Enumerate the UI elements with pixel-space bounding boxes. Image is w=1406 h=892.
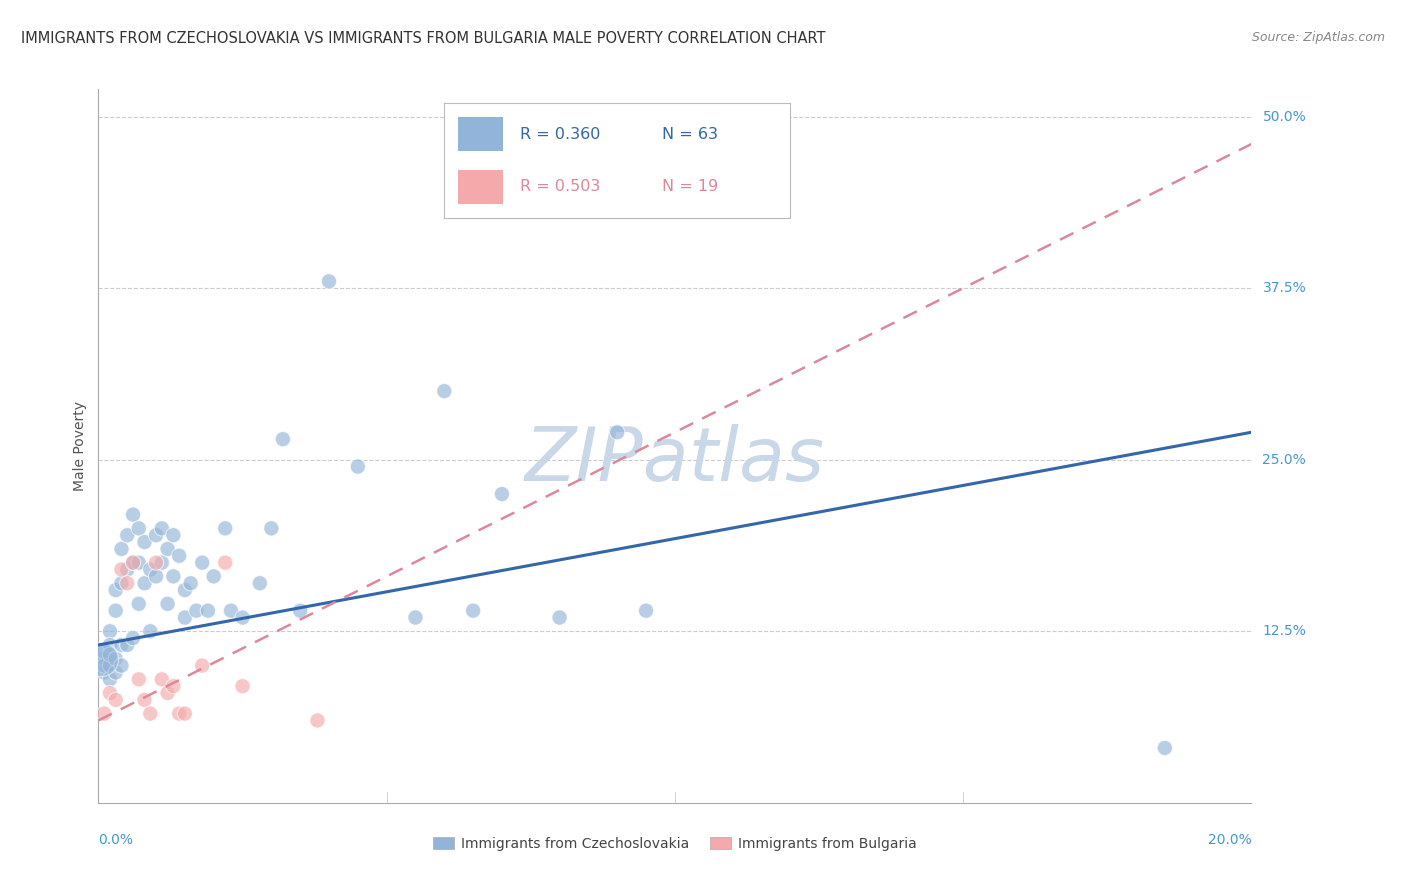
Point [548,610,571,624]
Point [110,658,132,673]
Point [98,648,121,662]
Point [167,706,190,721]
Y-axis label: Male Poverty: Male Poverty [73,401,87,491]
Point [110,562,132,576]
Point [128,673,150,687]
Point [167,549,190,563]
Point [104,583,127,598]
Point [636,604,658,618]
Point [117,638,139,652]
Point [139,562,162,576]
Point [174,706,197,721]
Point [117,528,139,542]
Point [307,714,329,728]
Point [104,604,127,618]
Text: ZIPatlas: ZIPatlas [524,425,825,496]
Point [174,583,197,598]
Point [90,651,112,665]
Text: 12.5%: 12.5% [1263,624,1306,639]
Point [191,658,214,673]
Point [104,665,127,680]
Point [134,576,156,591]
Point [117,576,139,591]
Point [110,576,132,591]
Point [93,645,115,659]
Point [249,576,271,591]
Text: 0.0%: 0.0% [98,833,134,847]
Point [405,610,427,624]
Point [231,679,254,693]
Point [1154,740,1177,755]
Point [346,459,368,474]
Point [117,562,139,576]
Point [186,604,208,618]
Point [156,597,179,611]
Text: IMMIGRANTS FROM CZECHOSLOVAKIA VS IMMIGRANTS FROM BULGARIA MALE POVERTY CORRELAT: IMMIGRANTS FROM CZECHOSLOVAKIA VS IMMIGR… [21,31,825,46]
Point [191,556,214,570]
Text: Source: ZipAtlas.com: Source: ZipAtlas.com [1251,31,1385,45]
Point [122,556,145,570]
Point [491,487,513,501]
Text: 37.5%: 37.5% [1263,281,1306,295]
Point [162,569,184,583]
Point [145,556,167,570]
Point [145,528,167,542]
Point [98,638,121,652]
Point [128,521,150,535]
Point [461,604,484,618]
Point [93,706,115,721]
Point [93,665,115,680]
Point [93,658,115,673]
Point [606,425,628,440]
Point [93,651,115,665]
Point [134,535,156,549]
Point [150,521,173,535]
Point [104,651,127,665]
Point [110,638,132,652]
Point [128,556,150,570]
Point [122,556,145,570]
Point [150,673,173,687]
Point [197,604,219,618]
Point [202,569,225,583]
Point [110,541,132,556]
Point [98,686,121,700]
Point [219,604,242,618]
Point [122,631,145,645]
Point [180,576,202,591]
Point [134,693,156,707]
Point [145,569,167,583]
Point [156,686,179,700]
Text: 25.0%: 25.0% [1263,453,1306,467]
Point [156,541,179,556]
Point [104,693,127,707]
Point [231,610,254,624]
Point [214,521,236,535]
Point [162,679,184,693]
Point [318,274,340,288]
Text: 50.0%: 50.0% [1263,110,1306,124]
Legend: Immigrants from Czechoslovakia, Immigrants from Bulgaria: Immigrants from Czechoslovakia, Immigran… [427,831,922,856]
Point [260,521,283,535]
Text: 20.0%: 20.0% [1208,833,1251,847]
Point [162,528,184,542]
Point [271,432,294,446]
Point [150,556,173,570]
Point [174,610,197,624]
Point [139,624,162,639]
Point [98,624,121,639]
Point [98,658,121,673]
Point [214,556,236,570]
Point [139,706,162,721]
Point [128,597,150,611]
Point [122,508,145,522]
Point [433,384,456,398]
Point [290,604,312,618]
Point [98,673,121,687]
